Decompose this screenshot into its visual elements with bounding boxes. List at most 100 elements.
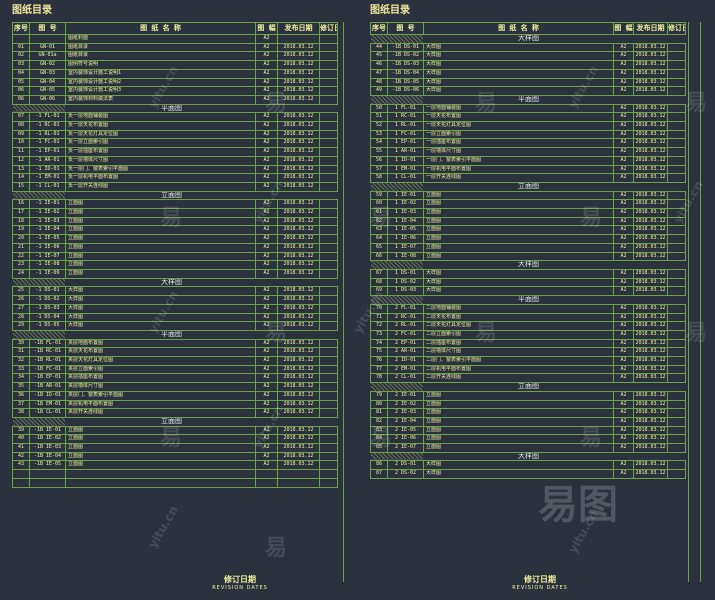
column-header: 图 纸 名 称 (65, 22, 256, 35)
drawing-code: -1 DS-03 (29, 303, 66, 314)
drawing-code: -1B DS-03 (387, 60, 424, 70)
section-hatch (370, 382, 424, 392)
section-row: 平面图 (12, 103, 338, 114)
drawing-code (29, 477, 66, 488)
section-filler (319, 103, 338, 114)
drawing-code: 2 EP-01 (387, 338, 424, 349)
revision-date (319, 112, 338, 123)
revision-date (319, 469, 338, 479)
section-row: 平面图 (370, 94, 686, 105)
sheet-size: A2 (255, 164, 278, 175)
right-revision-column-line-2 (700, 22, 701, 582)
drawing-code: 1 EM-01 (387, 164, 424, 175)
right-sheet-title: 图纸目录 (370, 5, 410, 16)
sheet-size: A2 (613, 303, 634, 314)
drawing-code: 2 IE-07 (387, 443, 424, 453)
drawing-name: 立面图 (65, 425, 256, 436)
sheet-size: A2 (613, 234, 634, 244)
drawing-name (65, 469, 256, 479)
revision-date (319, 434, 338, 445)
revision-date (319, 147, 338, 157)
drawing-code: -1B DS-05 (387, 77, 424, 88)
drawing-name: 立面图 (423, 225, 614, 236)
row-number: 76 (370, 356, 388, 366)
sheet-size: A2 (255, 216, 278, 227)
issue-date: 2018.03.12 (633, 190, 668, 201)
issue-date: 2018.03.12 (277, 382, 320, 392)
drawing-name: 立面图 (65, 269, 256, 279)
drawing-code: -1 IE-06 (29, 242, 66, 253)
drawing-code: -1 RC-01 (29, 121, 66, 131)
issue-date: 2018.03.12 (633, 68, 668, 79)
revision-date (667, 434, 686, 445)
column-header: 序号 (12, 22, 30, 35)
section-hatch (12, 329, 66, 340)
issue-date: 2018.03.12 (633, 112, 668, 123)
sheet-size: A2 (613, 416, 634, 427)
drawing-code: -1B IE-04 (29, 451, 66, 462)
drawing-code: -1 DS-05 (29, 321, 66, 331)
section-filler (319, 416, 338, 427)
table-row: 27 -1 DS-03 大样图 A2 2018.03.12 (12, 303, 338, 314)
drawing-name: 大样图 (423, 469, 614, 479)
issue-date: 2018.03.12 (633, 77, 668, 88)
drawing-code: 2 IE-04 (387, 416, 424, 427)
drawing-name: 大样图 (65, 312, 256, 323)
issue-date: 2018.03.12 (277, 399, 320, 410)
left-revision-subtitle: REVISION DATES (212, 585, 268, 591)
row-number: 50 (370, 103, 388, 114)
issue-date: 2018.03.12 (277, 460, 320, 471)
section-filler (633, 451, 668, 462)
revision-date (667, 216, 686, 227)
sheet-size: A2 (613, 173, 634, 183)
issue-date: 2018.03.12 (633, 216, 668, 227)
table-row: 46 -1B DS-03 大样图 A2 2018.03.12 (370, 60, 686, 70)
row-number: 17 (12, 208, 30, 218)
sheet-size: A2 (255, 373, 278, 384)
drawing-name: 一层门、窗表索引平面图 (423, 155, 614, 166)
table-row: 35 -1B AR-01 夹层墙体尺寸图 A2 2018.03.12 (12, 382, 338, 392)
revision-date (319, 477, 338, 488)
revision-date (319, 364, 338, 375)
revision-date (319, 408, 338, 418)
row-number: 49 (370, 86, 388, 96)
issue-date: 2018.03.12 (277, 208, 320, 218)
revision-date (319, 251, 338, 262)
revision-date (319, 295, 338, 305)
issue-date: 2018.03.12 (633, 155, 668, 166)
table-row: 38 -1B CL-01 夹层开关连线图 A2 2018.03.12 (12, 408, 338, 418)
sheet-size: A2 (613, 338, 634, 349)
row-number: 46 (370, 60, 388, 70)
issue-date: 2018.03.12 (277, 164, 320, 175)
drawing-name: 大样图 (423, 460, 614, 471)
row-number: 70 (370, 303, 388, 314)
sheet-size: A2 (255, 251, 278, 262)
revision-date (667, 399, 686, 410)
sheet-size: A2 (613, 208, 634, 218)
section-row: 立面图 (370, 382, 686, 392)
revision-date (667, 112, 686, 123)
issue-date: 2018.03.12 (277, 68, 320, 79)
row-number: 68 (370, 277, 388, 288)
issue-date: 2018.03.12 (277, 286, 320, 297)
sheet-size: A2 (613, 190, 634, 201)
table-row: 24 -1 IE-09 立面图 A2 2018.03.12 (12, 269, 338, 279)
issue-date: 2018.03.12 (277, 129, 320, 140)
drawing-name: 立面图 (65, 216, 256, 227)
issue-date: 2018.03.12 (633, 390, 668, 401)
issue-date: 2018.03.12 (633, 460, 668, 471)
issue-date: 2018.03.12 (277, 147, 320, 157)
drawing-code: 2 RC-01 (387, 312, 424, 323)
section-row: 立面图 (12, 190, 338, 201)
issue-date: 2018.03.12 (633, 242, 668, 253)
sheet-size: A2 (613, 251, 634, 262)
table-row: 40 -1B IE-02 立面图 A2 2018.03.12 (12, 434, 338, 445)
table-row: 52 1 RL-01 一层天花灯具定位图 A2 2018.03.12 (370, 121, 686, 131)
drawing-name: 立面图 (423, 416, 614, 427)
drawing-name: 负一层门、窗表索引平面图 (65, 164, 256, 175)
drawing-code: -1B DS-04 (387, 68, 424, 79)
row-number: 29 (12, 321, 30, 331)
row-number: 65 (370, 242, 388, 253)
issue-date: 2018.03.12 (277, 347, 320, 357)
revision-date (319, 216, 338, 227)
